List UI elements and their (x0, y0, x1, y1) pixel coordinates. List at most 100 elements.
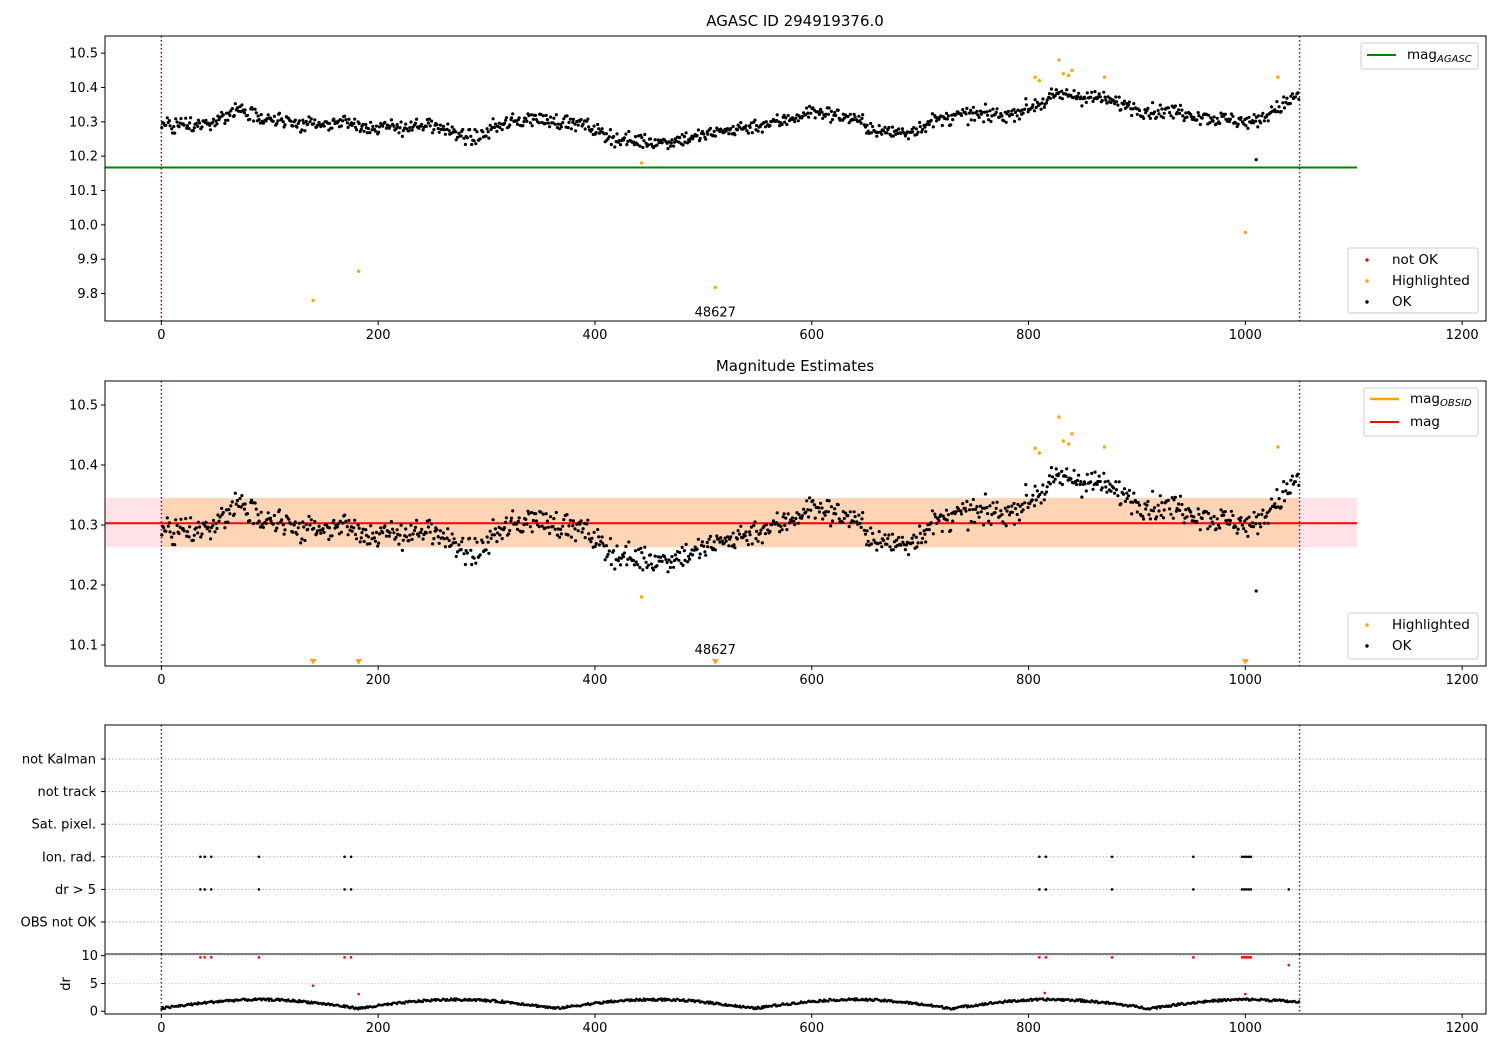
ok-point (199, 535, 203, 539)
ok-point (1123, 499, 1127, 503)
ok-point (172, 531, 176, 536)
ok-point (1184, 111, 1188, 115)
ok-point (1208, 121, 1212, 125)
ok-point (1033, 98, 1037, 102)
ok-point (234, 502, 238, 506)
ok-point (554, 113, 558, 117)
ok-point (829, 524, 833, 528)
ok-point (1047, 92, 1052, 96)
ok-point (1002, 521, 1006, 525)
ok-point (1010, 113, 1015, 117)
ok-point (1040, 490, 1044, 494)
ok-point (237, 109, 241, 113)
ok-point (344, 519, 348, 523)
ok-point (422, 532, 426, 537)
ok-point (413, 121, 418, 125)
agasc-axes-frame (104, 35, 1487, 322)
ok-point (424, 124, 428, 128)
ok-point (1178, 103, 1183, 107)
ok-point (1279, 109, 1283, 114)
magnitude-ytick-label: 10.5 (69, 399, 98, 414)
ok-point (243, 502, 247, 506)
ok-point (1206, 527, 1210, 531)
ok-point (609, 563, 613, 567)
ok-point (594, 130, 598, 135)
ok-point (1159, 114, 1163, 118)
ok-point (783, 523, 787, 528)
ok-point (673, 137, 678, 141)
dr-point (821, 1000, 825, 1003)
ok-point (775, 521, 779, 525)
ok-point (982, 523, 986, 527)
ok-point (365, 542, 369, 546)
ok-point (431, 542, 435, 546)
ok-point (826, 112, 831, 116)
dr-point (1297, 1000, 1301, 1003)
ok-point (1246, 126, 1250, 130)
ok-point (616, 559, 620, 563)
ok-point (229, 504, 233, 508)
ok-point (912, 126, 916, 130)
ok-point (496, 531, 500, 535)
ok-point (971, 111, 975, 115)
ok-point (1276, 505, 1280, 509)
ok-point (604, 132, 609, 136)
ok-point (681, 563, 685, 568)
flag-point (209, 888, 213, 891)
ok-point (1282, 95, 1286, 99)
dr-flagged-point (349, 956, 353, 959)
ok-point (1260, 114, 1264, 118)
ok-point (459, 548, 463, 552)
ok-point (706, 545, 710, 549)
ok-point (194, 526, 198, 530)
ok-point (208, 529, 212, 533)
ok-point (1137, 503, 1142, 507)
ok-point (461, 536, 465, 540)
ok-point (297, 521, 301, 525)
ok-point (553, 122, 557, 126)
ok-point (646, 563, 651, 567)
ok-point (625, 143, 629, 147)
ok-point (944, 111, 949, 115)
ok-point (1178, 111, 1182, 116)
ok-point (1261, 508, 1265, 512)
dr-point (660, 999, 664, 1002)
ok-point (899, 543, 903, 547)
magnitude-obsid-annotation: 48627 (695, 643, 736, 658)
magnitude-xtick-label: 0 (157, 673, 165, 688)
ok-point (848, 510, 852, 514)
ok-point (306, 122, 310, 126)
ok-point (537, 121, 541, 125)
ok-point (1114, 480, 1118, 484)
ok-point (343, 513, 347, 517)
ok-point (1155, 515, 1159, 519)
highlighted-point (1033, 75, 1037, 79)
ok-point (736, 529, 740, 533)
ok-point (912, 533, 916, 537)
ok-point (549, 515, 553, 519)
ok-point (230, 500, 234, 504)
ok-point (395, 123, 399, 127)
ok-point (198, 121, 202, 125)
ok-point (891, 134, 895, 138)
ok-point (612, 549, 616, 553)
ok-point (522, 120, 526, 124)
ok-point (1090, 90, 1094, 94)
ok-point (809, 111, 813, 115)
ok-point (983, 492, 988, 496)
ok-point (319, 531, 323, 535)
ok-point (1215, 116, 1219, 120)
ok-point (871, 531, 875, 536)
ok-point (988, 109, 992, 113)
ok-point (228, 512, 232, 516)
agasc-ytick-label: 10.2 (69, 150, 98, 165)
ok-point (1072, 89, 1076, 93)
ok-point (941, 514, 945, 518)
ok-point (979, 510, 983, 514)
dr-point (964, 1004, 968, 1007)
ok-point (1145, 503, 1149, 507)
flag-point (343, 855, 346, 859)
ok-point (187, 535, 191, 539)
ok-point (561, 121, 565, 125)
ok-point (715, 534, 719, 538)
